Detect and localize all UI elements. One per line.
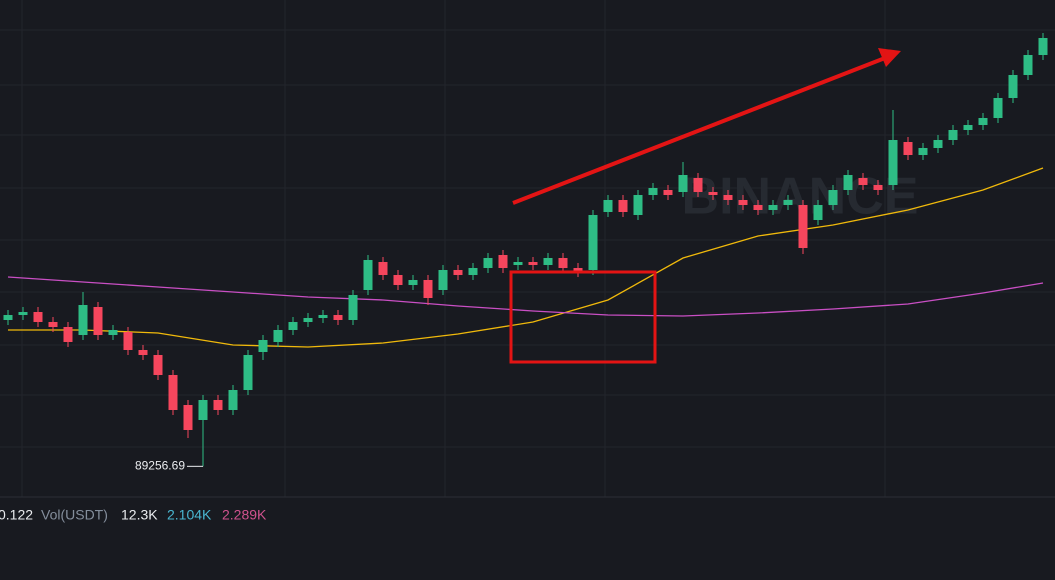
candle-body — [738, 200, 748, 205]
volume-label: Vol(USDT) — [41, 507, 108, 523]
candle-body — [948, 130, 958, 140]
candle-body — [348, 295, 358, 320]
candle-body — [483, 258, 493, 268]
candle-body — [378, 262, 388, 275]
candle-body — [78, 305, 88, 335]
candle-body — [1023, 55, 1033, 75]
candle-body — [858, 178, 868, 185]
candle-body — [93, 307, 103, 335]
candle-body — [678, 175, 688, 192]
candle-body — [888, 140, 898, 185]
candle-body — [693, 178, 703, 192]
candle-body — [333, 315, 343, 320]
candle-body — [48, 322, 58, 327]
candle-body — [258, 340, 268, 352]
candle-body — [843, 175, 853, 190]
candle-body — [813, 205, 823, 220]
candle-body — [423, 280, 433, 298]
candle-body — [708, 192, 718, 195]
candle-body — [513, 262, 523, 265]
candle-body — [603, 200, 613, 212]
annotation-box — [509, 270, 657, 364]
candle-body — [213, 400, 223, 410]
candle-body — [768, 205, 778, 210]
candle-body — [468, 268, 478, 275]
moving-average — [8, 167, 1044, 348]
annotation-arrow — [512, 56, 886, 205]
candle-body — [498, 255, 508, 268]
candle-body — [438, 270, 448, 290]
candle-body — [108, 330, 118, 335]
candle-body — [528, 262, 538, 265]
candle-body — [18, 312, 28, 315]
candle-body — [408, 280, 418, 285]
candle-body — [153, 355, 163, 375]
candle-body — [573, 268, 583, 272]
indicator-value: 0.122 — [0, 507, 33, 523]
candle-body — [243, 355, 253, 390]
candle-body — [978, 118, 988, 125]
candle-body — [273, 330, 283, 342]
candle-body — [723, 195, 733, 200]
candle-body — [783, 200, 793, 205]
grid — [0, 0, 1055, 497]
candle-body — [828, 190, 838, 205]
marks: 89256.69 — [3, 33, 1048, 473]
candle-body — [288, 322, 298, 330]
moving-average — [7, 276, 1044, 317]
candle-body — [318, 315, 328, 318]
candle-body — [618, 200, 628, 212]
candle-body — [993, 98, 1003, 118]
candle-body — [753, 205, 763, 210]
candle-body — [558, 258, 568, 268]
candle-body — [393, 275, 403, 285]
candle-body — [933, 140, 943, 148]
candle-body — [228, 390, 238, 410]
candle-body — [963, 125, 973, 130]
candle-body — [1008, 75, 1018, 98]
volume-value: 12.3K — [121, 507, 158, 523]
candle-body — [123, 332, 133, 350]
candle-body — [453, 270, 463, 275]
candle-body — [588, 215, 598, 270]
candle-body — [3, 315, 13, 320]
arrow-head — [878, 48, 901, 67]
candle-body — [138, 350, 148, 355]
candle-body — [873, 185, 883, 190]
candle-body — [633, 195, 643, 215]
candle-body — [1038, 38, 1048, 55]
candle-body — [903, 142, 913, 155]
candle-body — [663, 190, 673, 195]
candle-body — [63, 327, 73, 342]
candle-body — [183, 405, 193, 430]
candle-body — [918, 148, 928, 155]
candle-body — [303, 318, 313, 322]
low-label: 89256.69 — [135, 459, 185, 473]
candle-body — [543, 258, 553, 265]
volume-ma1: 2.104K — [167, 507, 212, 523]
volume-ma2: 2.289K — [222, 507, 267, 523]
candle-body — [33, 312, 43, 322]
candle-body — [363, 260, 373, 290]
candle-body — [798, 205, 808, 248]
candle-body — [198, 400, 208, 420]
candle-body — [648, 188, 658, 195]
candle-body — [168, 375, 178, 410]
